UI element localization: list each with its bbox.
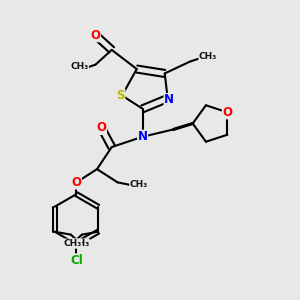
Text: O: O — [91, 29, 100, 42]
Text: CH₃: CH₃ — [71, 239, 89, 248]
Text: S: S — [116, 89, 125, 102]
Text: Cl: Cl — [70, 254, 83, 267]
Text: CH₃: CH₃ — [130, 180, 148, 189]
Text: O: O — [71, 176, 81, 189]
Text: O: O — [96, 122, 106, 134]
Text: CH₃: CH₃ — [199, 52, 217, 61]
Text: CH₃: CH₃ — [70, 62, 88, 71]
Text: CH₃: CH₃ — [63, 239, 82, 248]
Text: O: O — [222, 106, 232, 119]
Text: N: N — [164, 93, 174, 106]
Text: N: N — [138, 130, 148, 143]
